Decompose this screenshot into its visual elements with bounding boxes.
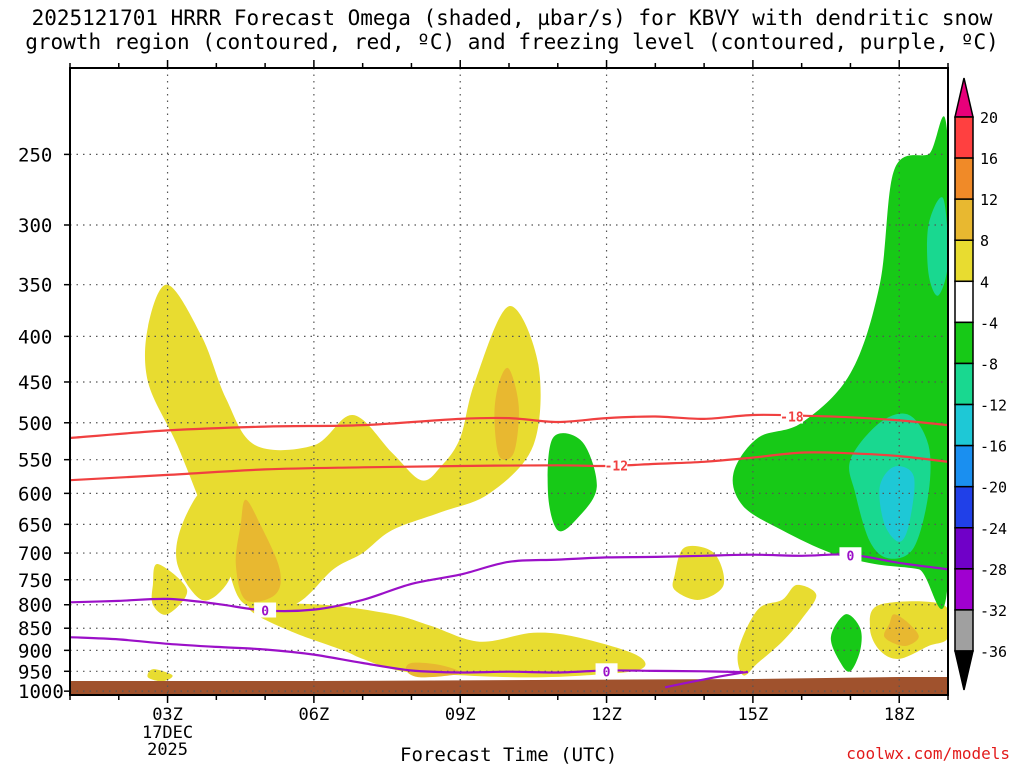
x-tick-sublabel: 17DEC (142, 723, 193, 743)
omega-region-12 (405, 662, 461, 678)
freezing-level-contour-3 (70, 553, 948, 613)
colorbar-tick-label: -8 (980, 355, 998, 373)
snow-growth-contour-1 (70, 413, 948, 440)
chart-title: 2025121701 HRRR Forecast Omega (shaded, … (0, 6, 1024, 54)
omega-region-2 (248, 603, 646, 678)
x-tick-label: 03Z (152, 705, 183, 725)
omega-region-14 (547, 433, 597, 532)
freezing-level-contour-5 (664, 671, 749, 689)
colorbar-swatch (954, 568, 974, 611)
colorbar: 20 16 12 8 4 -4 -8 -12 -16 -20 -24 -28 -32 -36 (954, 77, 1007, 691)
y-tick-label: 600 (18, 483, 52, 505)
colorbar-swatch (954, 609, 974, 652)
colorbar-tick-label: -4 (980, 314, 998, 332)
colorbar-swatch (954, 527, 974, 570)
x-axis-title: Forecast Time (UTC) (400, 744, 618, 766)
omega-region-15 (830, 614, 862, 672)
colorbar-swatch (954, 362, 974, 406)
grid-lines (70, 68, 948, 695)
y-tick-label: 750 (18, 570, 52, 592)
x-tick-label: 06Z (299, 705, 330, 725)
colorbar-tick-label: -12 (980, 397, 1007, 415)
y-tick-label: 450 (18, 372, 52, 394)
omega-region-6 (672, 545, 725, 600)
y-tick-label: 350 (18, 275, 52, 297)
title-line-2: growth region (contoured, red, ºC) and f… (25, 30, 999, 54)
omega-region-10 (494, 367, 519, 460)
colorbar-tick-label: 16 (980, 150, 998, 168)
omega-region-3 (176, 486, 236, 601)
omega-region-9 (235, 499, 281, 603)
contour-lines: -18 -12 0 0 0 (70, 408, 948, 689)
x-tick-sublabel: 2025 (147, 740, 188, 760)
omega-shading (144, 116, 948, 682)
terrain-surface (70, 677, 948, 695)
contour-label-bg (605, 457, 628, 473)
source-credit: coolwx.com/models (846, 744, 1010, 763)
colorbar-swatch (954, 239, 974, 283)
colorbar-swatch (954, 403, 974, 447)
freezing-level-contour-4 (70, 636, 744, 674)
omega-region-18 (879, 466, 915, 542)
colorbar-tick-label: -16 (980, 438, 1007, 456)
colorbar-tick-label: -28 (980, 561, 1007, 579)
y-tick-label: 800 (18, 595, 52, 617)
y-tick-label: 250 (18, 144, 52, 166)
contour-label: -18 (780, 411, 804, 426)
y-tick-label: 300 (18, 215, 52, 237)
colorbar-swatch (954, 157, 974, 200)
contour-label-bg (254, 602, 277, 618)
omega-region-16 (927, 197, 948, 296)
contour-label-bg (839, 547, 862, 563)
contour-label: 0 (261, 605, 269, 620)
y-tick-label: 500 (18, 413, 52, 435)
colorbar-swatch (954, 444, 974, 488)
title-line-1: 2025121701 HRRR Forecast Omega (shaded, … (31, 6, 993, 30)
x-tick-label: 09Z (445, 705, 476, 725)
y-tick-label: 950 (18, 661, 52, 683)
colorbar-swatch (954, 321, 974, 365)
colorbar-tick-label: -20 (980, 479, 1007, 497)
omega-region-5 (147, 669, 173, 682)
y-tick-label: 900 (18, 640, 52, 662)
colorbar-tick-label: 4 (980, 273, 989, 291)
contour-label-bg (595, 663, 618, 679)
contour-label-bg (780, 408, 803, 424)
colorbar-bottom-arrow (954, 650, 974, 691)
omega-region-7 (737, 584, 817, 676)
colorbar-swatch (954, 198, 974, 241)
colorbar-tick-label: 12 (980, 191, 998, 209)
colorbar-tick-label: 20 (980, 109, 998, 127)
y-tick-label: 650 (18, 514, 52, 536)
y-tick-label: 700 (18, 543, 52, 565)
colorbar-tick-label: 8 (980, 232, 989, 250)
colorbar-swatch (954, 485, 974, 529)
contour-label: 0 (603, 665, 611, 680)
contour-label: -12 (605, 459, 628, 474)
y-tick-label: 1000 (18, 681, 64, 703)
omega-region-11 (883, 614, 919, 646)
colorbar-top-arrow (954, 77, 974, 118)
x-tick-label: 12Z (591, 705, 622, 725)
y-tick-label: 400 (18, 326, 52, 348)
x-tick-label: 18Z (884, 705, 915, 725)
colorbar-tick-label: -36 (980, 643, 1007, 661)
colorbar-swatch (954, 280, 974, 324)
contour-label: 0 (847, 549, 855, 564)
y-tick-label: 850 (18, 618, 52, 640)
y-tick-label: 550 (18, 450, 52, 472)
x-tick-label: 15Z (738, 705, 769, 725)
colorbar-swatch (954, 116, 974, 159)
colorbar-tick-label: -24 (980, 520, 1007, 538)
colorbar-tick-label: -32 (980, 602, 1007, 620)
omega-region-4 (151, 563, 188, 615)
